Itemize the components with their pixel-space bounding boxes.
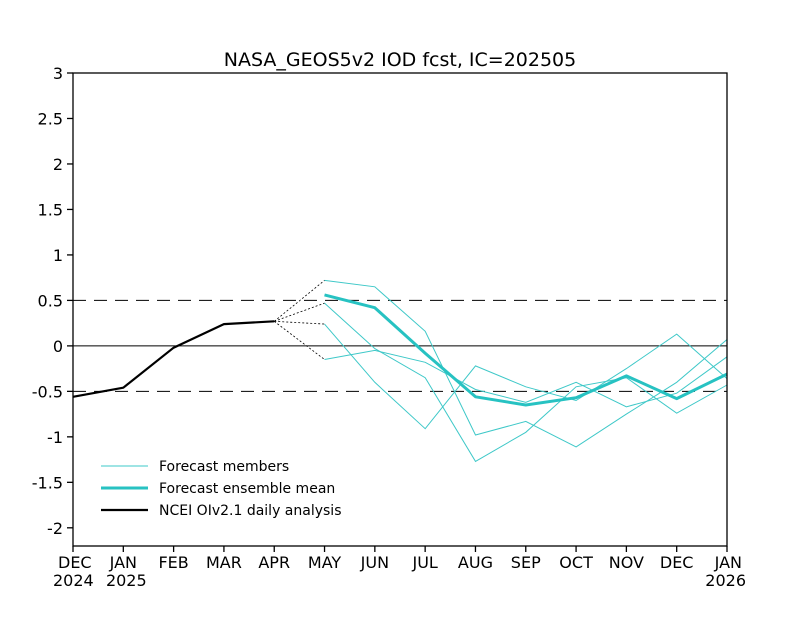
legend-label: Forecast ensemble mean: [159, 481, 335, 497]
ensemble-mean-line: [324, 293, 728, 407]
legend-label: NCEI OIv2.1 daily analysis: [159, 503, 342, 519]
forecast-member-line-1: [324, 279, 728, 448]
connector-line: [274, 302, 325, 322]
y-tick-label: -2: [47, 519, 63, 538]
analysis-line: [72, 320, 275, 398]
x-tick-label: JUL: [411, 553, 437, 572]
y-tick-label: 3: [53, 64, 63, 83]
plot-frame: [72, 72, 728, 547]
y-axis: 3 2.5 2 1.5 1 0.5 0 -0.5 -1 -1.5 -2: [32, 64, 73, 538]
x-tick-label: FEB: [158, 553, 188, 572]
connector-line: [273, 321, 325, 360]
y-tick-label: 2: [53, 155, 63, 174]
x-tick-label: DEC: [58, 553, 92, 572]
forecast-member-line-2: [324, 302, 728, 463]
x-tick-label: APR: [258, 553, 290, 572]
connector-line: [273, 280, 325, 322]
x-tick-label: JAN: [714, 553, 742, 572]
x-tick-label: DEC: [660, 553, 694, 572]
y-tick-label: 0.5: [38, 291, 63, 310]
y-tick-label: -1: [47, 428, 63, 447]
y-tick-label: 0: [53, 337, 63, 356]
y-tick-label: 2.5: [38, 109, 63, 128]
connector-line: [274, 320, 325, 325]
plot-area: [73, 299, 727, 392]
x-tick-label: OCT: [559, 553, 593, 572]
y-tick-label: -1.5: [32, 473, 63, 492]
y-tick-label: -0.5: [32, 382, 63, 401]
x-tick-label: SEP: [511, 553, 541, 572]
x-tick-label: JUN: [360, 553, 389, 572]
forecast-member-line-4: [324, 349, 728, 408]
legend: Forecast members Forecast ensemble mean NC…: [101, 459, 342, 519]
y-tick-label: 1: [53, 246, 63, 265]
x-year-label: 2025: [106, 571, 147, 590]
x-year-label: 2026: [705, 571, 746, 590]
x-axis: DEC JAN FEB MAR APR MAY JUN JUL AUG SEP OCT NOV DEC J…: [53, 546, 746, 590]
forecast-member-line-3: [324, 323, 728, 430]
x-tick-label: AUG: [458, 553, 493, 572]
x-tick-label: MAY: [308, 553, 342, 572]
y-tick-label: 1.5: [38, 200, 63, 219]
chart-title: NASA_GEOS5v2 IOD fcst, IC=202505: [224, 49, 576, 71]
x-tick-label: NOV: [609, 553, 644, 572]
legend-label: Forecast members: [159, 459, 289, 475]
x-tick-label: JAN: [109, 553, 137, 572]
series-layer: [72, 279, 728, 463]
x-tick-label: MAR: [206, 553, 242, 572]
x-year-label: 2024: [53, 571, 94, 590]
